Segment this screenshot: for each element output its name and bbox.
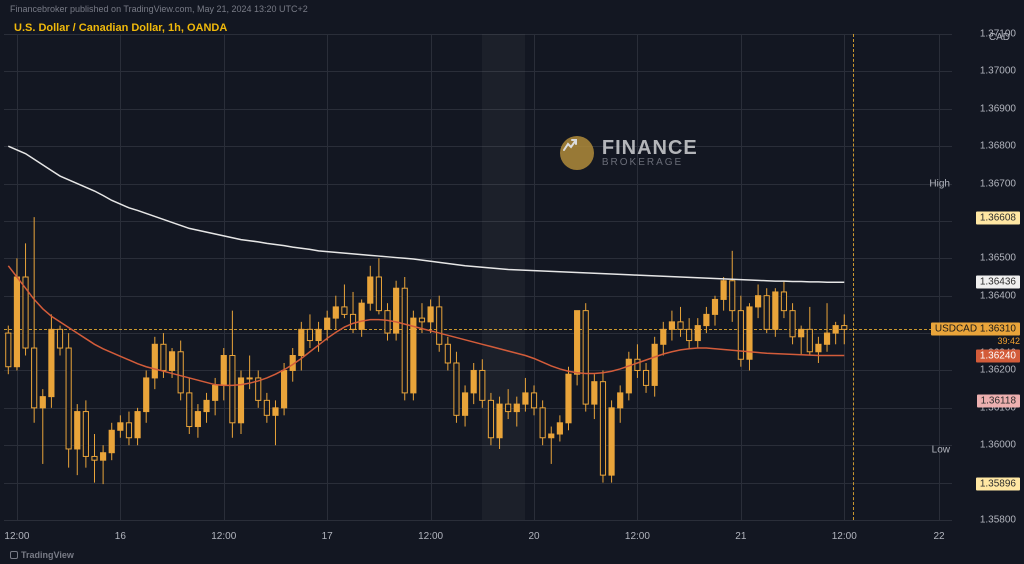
x-tick: 12:00 — [418, 531, 443, 542]
x-tick: 12:00 — [832, 531, 857, 542]
x-tick: 12:00 — [4, 531, 29, 542]
time-axis[interactable]: 12:00 16 12:00 17 12:00 20 12:00 21 12:00 22 — [4, 524, 952, 544]
price-tag-label: High — [929, 178, 950, 189]
x-tick: 17 — [322, 531, 333, 542]
price-tag-label: Low — [932, 445, 950, 456]
y-tick: 1.36500 — [980, 253, 1016, 264]
y-tick: 1.36200 — [980, 365, 1016, 376]
tradingview-logo[interactable]: TradingView — [10, 550, 74, 560]
y-tick: 1.36700 — [980, 178, 1016, 189]
price-axis[interactable]: CAD 1.358001.359001.360001.361001.362001… — [956, 34, 1020, 520]
y-tick: 1.36900 — [980, 103, 1016, 114]
price-tag[interactable]: 1.36118 — [977, 395, 1020, 408]
symbol-title[interactable]: U.S. Dollar / Canadian Dollar, 1h, OANDA — [14, 22, 227, 34]
watermark-main: FINANCE — [602, 138, 698, 158]
x-tick: 20 — [528, 531, 539, 542]
price-tag[interactable]: USDCAD 1.36310 — [931, 323, 1020, 336]
x-tick: 16 — [115, 531, 126, 542]
x-tick: 22 — [934, 531, 945, 542]
attribution-text: Financebroker published on TradingView.c… — [10, 4, 308, 14]
countdown: 39:42 — [997, 336, 1020, 346]
price-tag[interactable]: 1.36608 — [976, 211, 1020, 224]
price-tag[interactable]: 1.36240 — [976, 349, 1020, 362]
x-tick: 21 — [735, 531, 746, 542]
y-tick: 1.36400 — [980, 290, 1016, 301]
price-tag[interactable]: 1.35896 — [976, 478, 1020, 491]
x-tick: 12:00 — [211, 531, 236, 542]
chart-area[interactable] — [4, 34, 952, 520]
y-tick: 1.36000 — [980, 440, 1016, 451]
y-tick: 1.37100 — [980, 29, 1016, 40]
y-tick: 1.36800 — [980, 141, 1016, 152]
price-tag[interactable]: 1.36436 — [976, 276, 1020, 289]
watermark: FINANCE BROKERAGE — [560, 136, 698, 170]
watermark-sub: BROKERAGE — [602, 158, 698, 168]
x-tick: 12:00 — [625, 531, 650, 542]
y-tick: 1.37000 — [980, 66, 1016, 77]
watermark-icon — [560, 136, 594, 170]
y-tick: 1.35800 — [980, 515, 1016, 526]
